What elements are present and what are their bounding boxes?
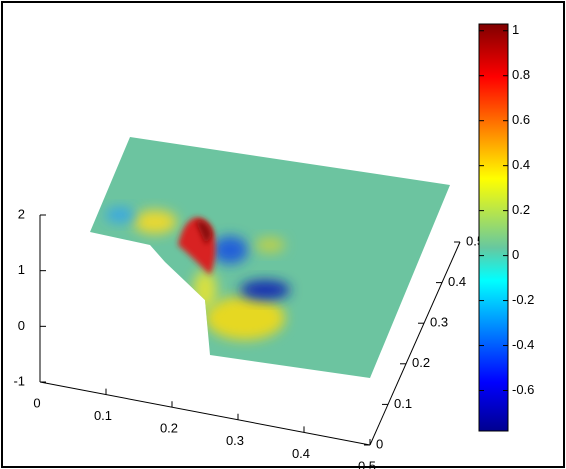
x-axis <box>39 381 371 446</box>
z-tick-label: 0 <box>18 318 25 333</box>
y-tick-label: 0.2 <box>412 355 430 370</box>
y-axis <box>369 241 461 446</box>
colorbar-tick-label: -0.6 <box>512 382 534 397</box>
colorbar-tick-label: 0.4 <box>512 157 530 172</box>
colorbar-tick-label: 0.8 <box>512 67 530 82</box>
axes <box>39 215 461 446</box>
y-tick-label: 0.4 <box>448 274 466 289</box>
z-tick-label: 1 <box>18 262 25 277</box>
y-tick-label: 0.3 <box>430 315 448 330</box>
x-tick-label: 0.4 <box>292 446 310 461</box>
colorbar-tick-label: 1 <box>512 22 519 37</box>
x-tick-label: 0.5 <box>358 458 376 469</box>
y-tick-label: 0.1 <box>394 396 412 411</box>
colorbar-tick-label: 0.2 <box>512 202 530 217</box>
x-tick-label: 0.3 <box>226 433 244 448</box>
y-tick-label: 0 <box>376 436 383 451</box>
colorbar-tick-label: -0.4 <box>512 337 534 352</box>
z-tick-label: -1 <box>13 373 25 388</box>
surface <box>90 137 450 378</box>
x-tick-label: 0.1 <box>94 408 112 423</box>
colorbar-tick-label: 0 <box>512 247 519 262</box>
colorbar <box>478 23 509 432</box>
z-tick-label: 2 <box>18 206 25 221</box>
colorbar-tick-label: -0.2 <box>512 292 534 307</box>
x-tick-label: 0 <box>33 395 40 410</box>
x-tick-label: 0.2 <box>160 421 178 436</box>
colorbar-tick-label: 0.6 <box>512 112 530 127</box>
